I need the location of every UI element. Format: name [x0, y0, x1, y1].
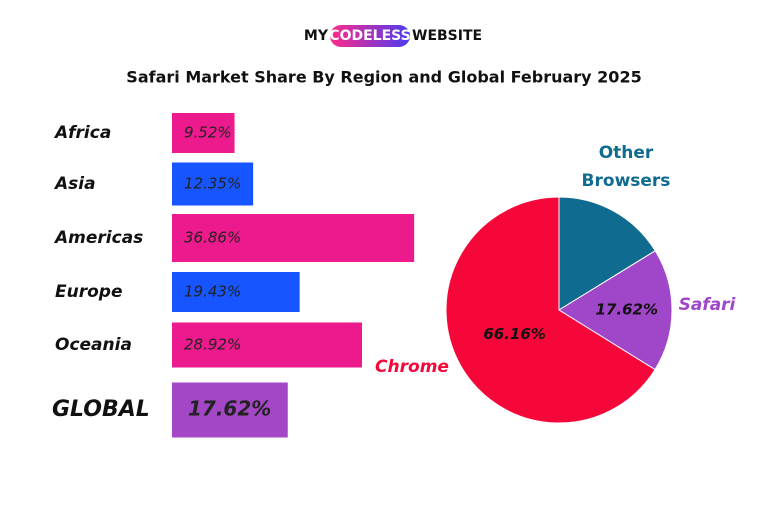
logo: MY CODELESS WEBSITE: [304, 25, 482, 47]
category-label: Asia: [53, 174, 96, 194]
logo-text: CODELESS: [329, 28, 410, 44]
slice-label: 66.16%: [483, 325, 545, 343]
category-label: Africa: [53, 123, 111, 143]
category-label: GLOBAL: [52, 397, 150, 422]
pie-slice: [558, 196, 656, 311]
value-label: 28.92%: [184, 336, 241, 354]
value-label: 9.52%: [184, 124, 232, 142]
pie-slice: [558, 250, 673, 371]
value-label: 19.43%: [184, 283, 241, 301]
category-label: Oceania: [55, 335, 132, 355]
bar: [172, 214, 415, 262]
bar: [172, 162, 254, 206]
legend-label: Safari: [679, 295, 737, 315]
category-label: Europe: [55, 282, 122, 302]
bar: [172, 113, 235, 153]
legend-label: Other Browsers: [582, 143, 671, 191]
logo-pill: [330, 25, 410, 47]
value-label: 17.62%: [188, 397, 271, 421]
value-label: 36.86%: [184, 229, 241, 247]
legend-label: Chrome: [375, 357, 449, 377]
category-label: Americas: [53, 228, 143, 248]
bar: [172, 322, 363, 368]
logo-text: WEBSITE: [412, 28, 482, 44]
title: Safari Market Share By Region and Global…: [126, 68, 641, 87]
logo-text: MY: [304, 28, 329, 44]
pie-slice: [445, 196, 656, 424]
value-label: 12.35%: [184, 175, 241, 193]
bar: [172, 272, 300, 312]
bar: [172, 382, 288, 438]
slice-label: 17.62%: [596, 301, 658, 319]
